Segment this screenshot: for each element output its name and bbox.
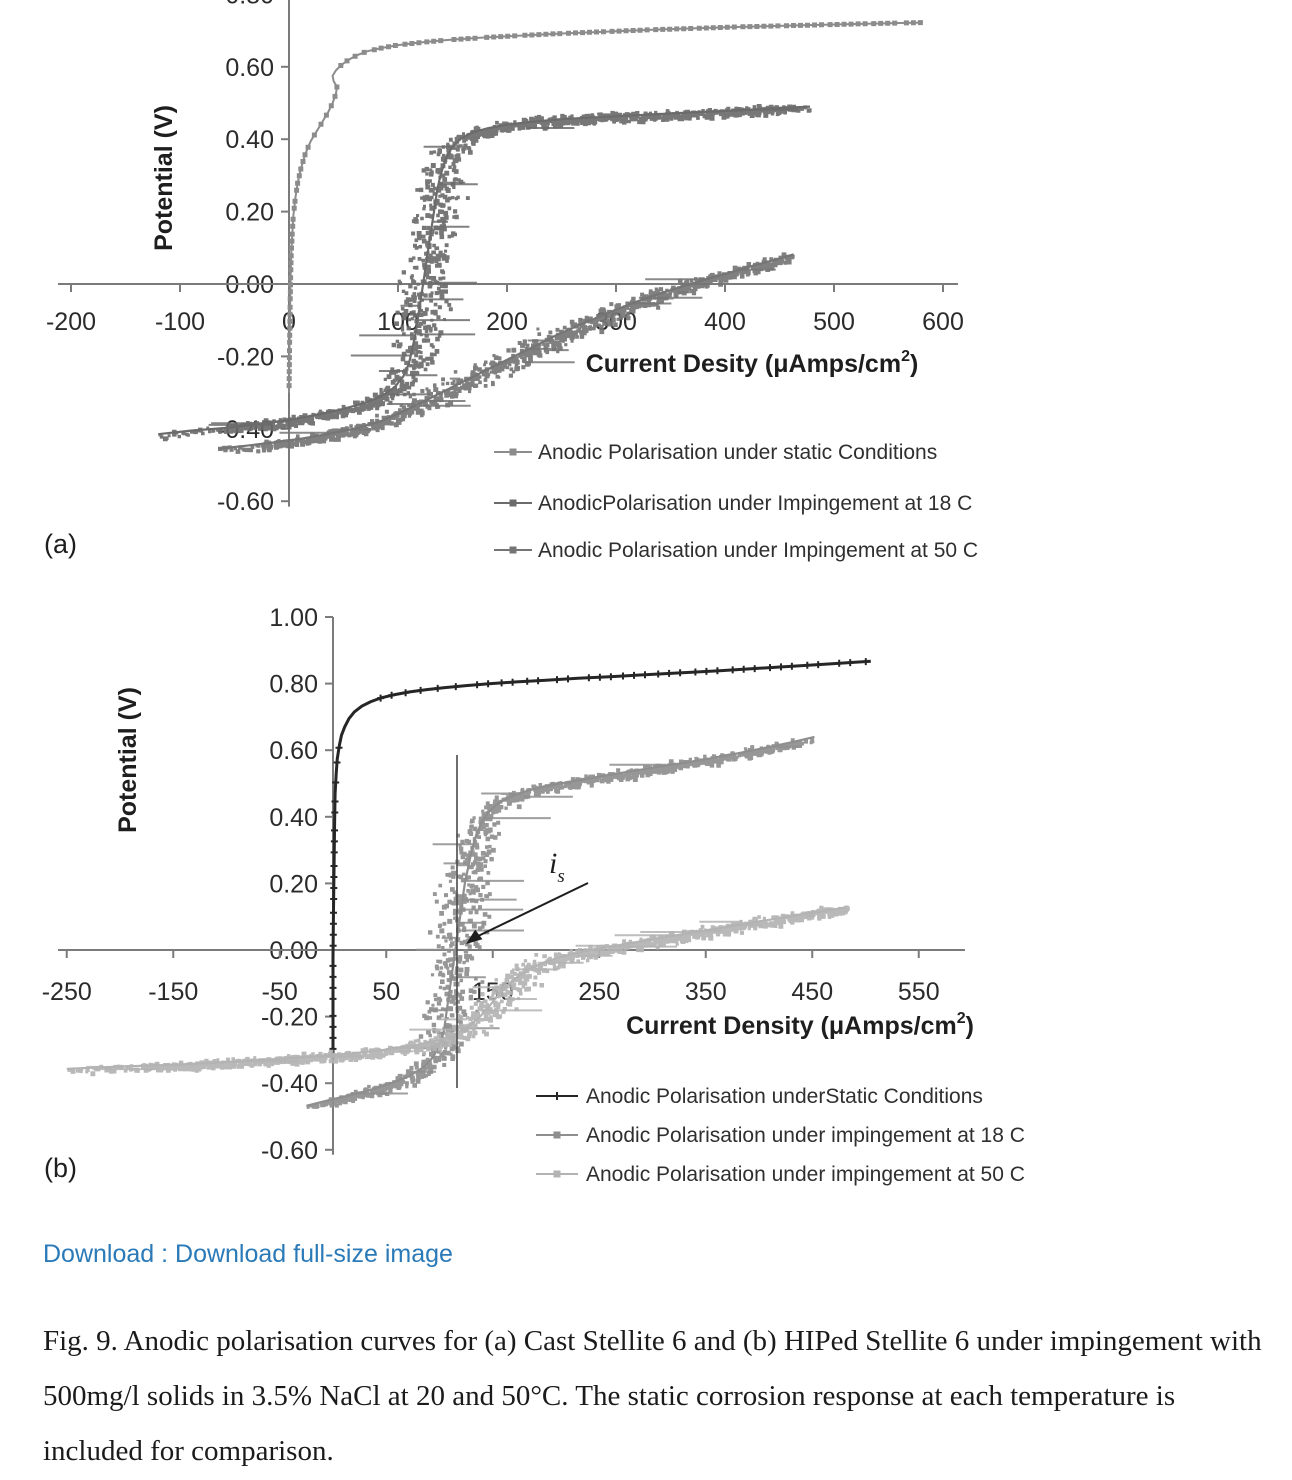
series-noisy xyxy=(158,104,812,442)
x-tick-label: 350 xyxy=(685,978,727,1006)
x-tick-label: -50 xyxy=(262,978,298,1006)
y-tick-label: 0.40 xyxy=(225,126,274,154)
y-tick-label: -0.20 xyxy=(217,343,274,371)
legend-label: Anodic Polarisation under impingement at… xyxy=(586,1124,1025,1147)
y-axis-label: Potential (V) xyxy=(150,105,178,251)
tick-labels: -250-150-50501502503504505501.000.800.60… xyxy=(42,604,940,1165)
y-tick-label: 0.60 xyxy=(269,737,318,765)
tick-labels: -200-10001002003004005006000.800.600.400… xyxy=(46,0,964,516)
axes xyxy=(58,616,965,1155)
y-tick-label: -0.60 xyxy=(217,488,274,516)
x-axis-label: Current Desity (μAmps/cm2) xyxy=(586,348,919,378)
legend-label: Anodic Polarisation under static Conditi… xyxy=(538,441,937,464)
series-noisy xyxy=(66,905,850,1077)
legend: Anodic Polarisation under static Conditi… xyxy=(494,441,978,562)
x-tick-label: -100 xyxy=(155,308,205,336)
legend-label: Anodic Polarisation under impingement at… xyxy=(586,1163,1025,1186)
y-tick-label: 0.80 xyxy=(269,671,318,699)
y-tick-label: 0.60 xyxy=(225,54,274,82)
x-tick-label: -250 xyxy=(42,978,92,1006)
legend-label: Anodic Polarisation underStatic Conditio… xyxy=(586,1085,983,1108)
y-tick-label: 0.20 xyxy=(225,199,274,227)
figure-9-image[interactable]: -200-10001002003004005006000.800.600.400… xyxy=(0,0,1292,1200)
y-tick-label: -0.20 xyxy=(261,1004,318,1032)
series-noisy xyxy=(217,252,795,454)
x-tick-label: 600 xyxy=(922,308,964,336)
x-axis-label: Current Density (μAmps/cm2) xyxy=(626,1010,974,1040)
x-tick-label: 500 xyxy=(813,308,855,336)
legend-label: AnodicPolarisation under Impingement at … xyxy=(538,492,972,515)
is-label: is xyxy=(549,847,565,887)
y-tick-label: 0.40 xyxy=(269,804,318,832)
y-axis-label: Potential (V) xyxy=(114,687,142,833)
x-tick-label: 450 xyxy=(791,978,833,1006)
y-tick-label: 0.20 xyxy=(269,870,318,898)
x-tick-label: 200 xyxy=(486,308,528,336)
figure-caption: Fig. 9. Anodic polarisation curves for (… xyxy=(43,1325,1262,1467)
legend-label: Anodic Polarisation under Impingement at… xyxy=(538,539,978,562)
x-tick-label: 250 xyxy=(578,978,620,1006)
x-tick-label: 400 xyxy=(704,308,746,336)
panel-label: (a) xyxy=(44,529,77,559)
download-link[interactable]: Download : Download full-size image xyxy=(43,1240,453,1268)
series-smooth-plus xyxy=(329,658,871,1060)
chart-b: -250-150-50501502503504505501.000.800.60… xyxy=(42,604,1025,1186)
download-bar: Download : Download full-size image xyxy=(43,1237,453,1271)
series-smooth xyxy=(286,20,923,393)
x-tick-label: -200 xyxy=(46,308,96,336)
y-tick-label: 1.00 xyxy=(269,604,318,632)
panel-label: (b) xyxy=(44,1153,77,1183)
x-tick-label: 50 xyxy=(372,978,400,1006)
y-tick-label: 0.80 xyxy=(225,0,274,9)
x-tick-label: 550 xyxy=(898,978,940,1006)
legend: Anodic Polarisation underStatic Conditio… xyxy=(536,1085,1025,1186)
chart-a: -200-10001002003004005006000.800.600.400… xyxy=(44,0,978,562)
x-tick-label: -150 xyxy=(148,978,198,1006)
y-tick-label: -0.60 xyxy=(261,1137,318,1165)
is-annotation: is xyxy=(456,755,589,1088)
y-tick-label: -0.40 xyxy=(261,1070,318,1098)
